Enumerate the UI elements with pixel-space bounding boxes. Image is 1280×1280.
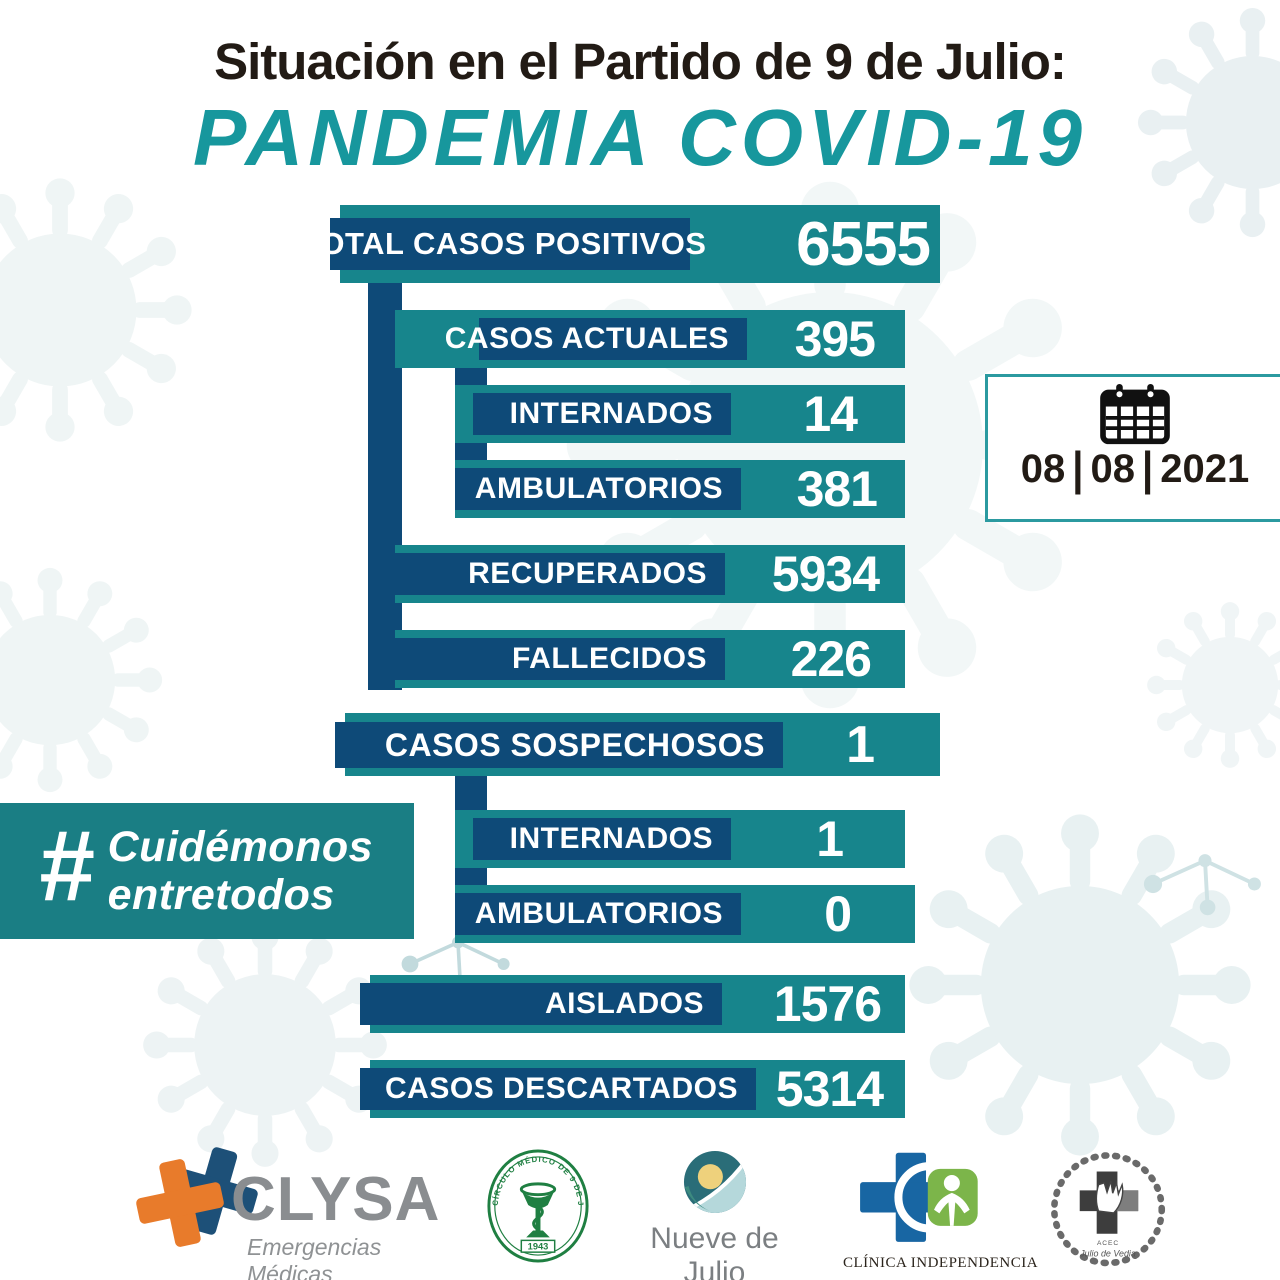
hash-icon: #: [38, 810, 94, 922]
clinica-independencia-icon: [860, 1152, 978, 1242]
logo-clinica-independencia: CLÍNICA INDEPENDENCIA: [843, 1151, 1039, 1276]
stat-value: 0: [824, 886, 852, 942]
virus-icon: [1145, 600, 1280, 770]
page-title: Situación en el Partido de 9 de Julio:: [214, 33, 1067, 90]
stat-value: 6555: [796, 209, 931, 279]
stat-label: AMBULATORIOS: [455, 468, 741, 510]
stat-row-ambulatorios-actuales: AMBULATORIOS 381: [455, 460, 905, 518]
municipalidad-name: Nueve de Julio: [650, 1222, 779, 1280]
virus-icon: [0, 565, 165, 795]
date-separator: |: [1072, 443, 1084, 495]
stat-row-recuperados: RECUPERADOS 5934: [395, 545, 905, 603]
stat-row-casos-sospechosos: CASOS SOSPECHOSOS 1: [335, 713, 940, 776]
logo-clysa: CLYSA Emergencias Médicas: [135, 1146, 465, 1280]
stat-value: 14: [803, 386, 858, 442]
stat-label: INTERNADOS: [473, 393, 731, 435]
stat-row-total-casos-positivos: TOTAL CASOS POSITIVOS 6555: [302, 205, 940, 283]
circulo-medico-icon: CÍRCULO MÉDICO DE 9 DE JULIO 1943: [480, 1140, 589, 1263]
virus-icon: [0, 175, 195, 445]
stat-label: FALLECIDOS: [395, 638, 725, 680]
report-date-card: 08 | 08 | 2021: [985, 374, 1280, 522]
stat-label: CASOS SOSPECHOSOS: [335, 722, 783, 768]
date-month: 08: [1090, 447, 1136, 491]
stat-label: TOTAL CASOS POSITIVOS: [302, 218, 706, 270]
hashtag-line2: entretodos: [107, 871, 335, 919]
report-date: 08 | 08 | 2021: [1020, 444, 1250, 495]
calendar-icon: [1100, 383, 1170, 445]
stat-row-aislados: AISLADOS 1576: [360, 975, 905, 1033]
stat-row-casos-descartados: CASOS DESCARTADOS 5314: [360, 1060, 905, 1118]
logo-stamp-julio-de-vedia: ACEC Julio de Vedia: [1042, 1147, 1177, 1279]
circulo-year: 1943: [528, 1242, 549, 1252]
date-separator: |: [1142, 443, 1154, 495]
stat-label: INTERNADOS: [473, 818, 731, 860]
clinica-name: CLÍNICA INDEPENDENCIA: [843, 1255, 1039, 1271]
clysa-name: CLYSA: [231, 1165, 441, 1234]
cross-icon: [129, 1152, 231, 1254]
municipalidad-icon: [683, 1150, 746, 1214]
stamp-line1: ACEC: [1097, 1240, 1119, 1247]
hashtag-banner: # Cuidémonos entretodos: [0, 803, 414, 939]
stat-label: CASOS DESCARTADOS: [360, 1068, 756, 1110]
date-year: 2021: [1160, 447, 1250, 491]
stat-row-internados-actuales: INTERNADOS 14: [455, 385, 905, 443]
stat-label: AMBULATORIOS: [455, 893, 741, 935]
stat-value: 1: [816, 811, 844, 867]
date-day: 08: [1020, 447, 1066, 491]
stat-value: 226: [790, 631, 872, 687]
stat-label: RECUPERADOS: [395, 553, 725, 595]
stat-value: 5934: [771, 546, 880, 602]
page-subtitle: PANDEMIA COVID-19: [193, 93, 1087, 182]
stamp-line2: Julio de Vedia: [1079, 1248, 1136, 1258]
clysa-tagline: Emergencias Médicas: [247, 1234, 382, 1280]
stat-row-fallecidos: FALLECIDOS 226: [395, 630, 905, 688]
stat-row-casos-actuales: CASOS ACTUALES 395: [395, 310, 905, 368]
stat-value: 5314: [775, 1061, 884, 1117]
hashtag-line1: Cuidémonos: [107, 822, 374, 871]
stat-value: 1576: [773, 976, 882, 1032]
sponsor-logos: CLYSA Emergencias Médicas CÍRCULO MÉDICO…: [0, 1140, 1280, 1280]
stat-value: 1: [846, 715, 875, 774]
stat-row-internados-sospechosos: INTERNADOS 1: [455, 810, 905, 868]
molecule-icon: [1141, 852, 1263, 918]
logo-municipalidad: Nueve de Julio MUNICIPALIDAD: [622, 1149, 807, 1280]
stat-label: CASOS ACTUALES: [445, 318, 747, 360]
stat-label: AISLADOS: [360, 983, 722, 1025]
stat-value: 395: [794, 311, 876, 367]
stat-value: 381: [796, 461, 878, 517]
hashtag-text: Cuidémonos entretodos: [108, 823, 373, 919]
virus-icon: [140, 920, 390, 1170]
stat-row-ambulatorios-sospechosos: AMBULATORIOS 0: [455, 885, 915, 943]
stamp-icon: ACEC Julio de Vedia: [1050, 1152, 1166, 1267]
logo-circulo-medico: CÍRCULO MÉDICO DE 9 DE JULIO 1943: [480, 1140, 594, 1269]
